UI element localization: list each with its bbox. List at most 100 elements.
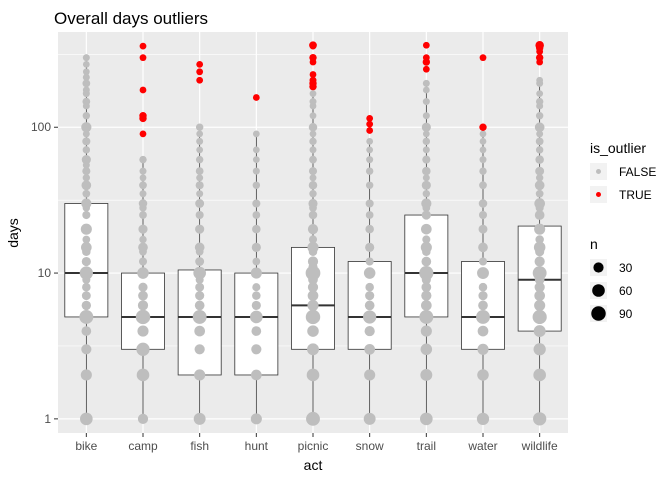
data-point [534, 290, 546, 301]
data-point [308, 122, 318, 132]
data-point [419, 310, 434, 324]
data-point [364, 300, 375, 311]
data-point [308, 235, 318, 244]
data-point [419, 265, 434, 281]
data-point [82, 112, 91, 120]
data-point [364, 369, 376, 381]
outlier-point [309, 53, 317, 62]
x-tick-label-fish: fish [190, 439, 209, 453]
data-point [478, 210, 488, 220]
data-point [477, 267, 489, 280]
data-point [478, 224, 488, 234]
data-point [477, 369, 489, 381]
data-point [479, 137, 487, 145]
data-point [196, 130, 204, 138]
data-point [309, 98, 317, 106]
data-point [476, 310, 490, 324]
legend-size-label: 60 [619, 284, 633, 298]
data-point [82, 60, 90, 68]
data-point [536, 90, 544, 98]
data-point [532, 266, 547, 280]
data-point [421, 256, 432, 267]
data-point [477, 325, 489, 337]
data-point [251, 344, 262, 355]
data-point [365, 167, 374, 175]
data-point [196, 174, 204, 182]
data-point [252, 211, 261, 219]
legend-color-title: is_outlier [590, 140, 646, 156]
data-point [79, 266, 93, 280]
outlier-point [422, 54, 430, 62]
data-point [363, 267, 376, 279]
data-point [365, 211, 374, 219]
data-point [82, 210, 91, 220]
data-point [534, 223, 546, 235]
y-tick-label: 10 [38, 266, 52, 280]
x-tick-label-wildlife: wildlife [521, 439, 558, 453]
data-point [422, 79, 430, 87]
data-point [309, 137, 317, 146]
outlier-point [196, 68, 204, 76]
data-point [422, 166, 431, 176]
x-tick-label-hunt: hunt [245, 439, 269, 453]
data-point [534, 299, 546, 311]
data-point [421, 180, 431, 190]
data-point [420, 343, 433, 356]
data-point [535, 166, 545, 176]
data-point [366, 146, 374, 154]
data-point [421, 290, 432, 301]
data-point [81, 180, 92, 191]
data-point [532, 309, 547, 325]
data-point [195, 210, 204, 220]
data-point [82, 146, 91, 154]
data-point [535, 137, 544, 146]
data-point [252, 156, 260, 163]
outlier-points [139, 41, 544, 138]
data-point [194, 242, 205, 253]
data-point [422, 112, 430, 120]
data-point [250, 369, 262, 381]
outlier-point [479, 54, 487, 62]
data-point [420, 241, 432, 253]
data-point [80, 223, 92, 235]
outlier-point [309, 71, 317, 78]
outlier-point [422, 65, 430, 73]
data-point [422, 155, 431, 164]
data-point [534, 282, 545, 293]
data-point [363, 310, 377, 324]
data-point [535, 189, 544, 198]
data-point [82, 73, 90, 81]
data-point [479, 181, 487, 190]
chart-title: Overall days outliers [54, 9, 208, 28]
data-point [252, 257, 261, 266]
data-point [307, 325, 319, 337]
data-point [533, 325, 546, 338]
data-point [422, 190, 431, 198]
legend-color-swatch [596, 169, 601, 174]
data-point [478, 300, 488, 311]
legend-n: n 30 60 90 [590, 236, 633, 322]
data-point [250, 310, 263, 324]
data-point [252, 224, 261, 234]
data-point [81, 155, 91, 165]
data-point [536, 130, 544, 138]
data-point [82, 97, 91, 106]
data-point [420, 412, 433, 426]
outlier-point [139, 130, 147, 138]
data-point [479, 130, 487, 138]
data-point [252, 199, 261, 208]
outlier-point [252, 94, 260, 101]
data-point [365, 224, 374, 234]
data-point [194, 369, 206, 381]
data-point [422, 130, 430, 138]
data-point [82, 174, 91, 182]
data-point [251, 242, 261, 252]
data-point [252, 167, 260, 175]
data-point [139, 155, 147, 164]
data-point [422, 235, 431, 244]
data-point [535, 155, 544, 164]
outlier-point [196, 76, 204, 84]
data-point [81, 291, 91, 301]
outlier-point [139, 86, 147, 94]
data-point [366, 137, 374, 145]
